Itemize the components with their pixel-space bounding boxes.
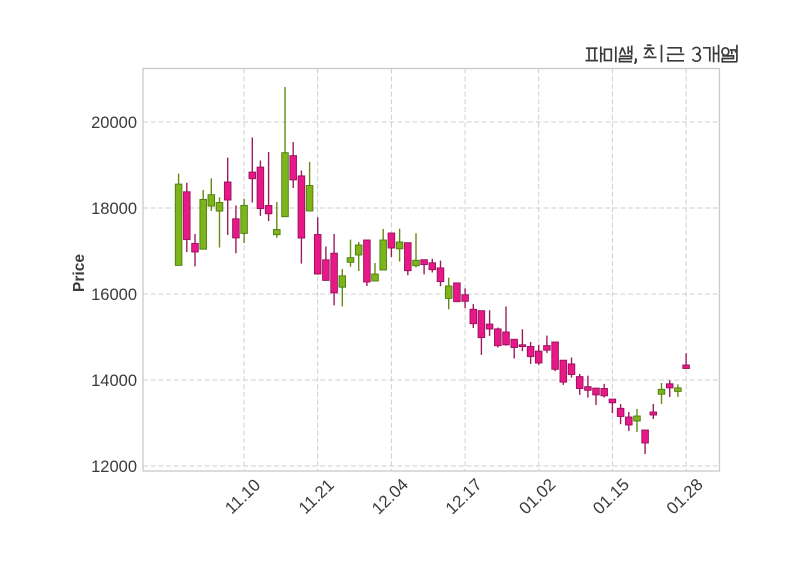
svg-text:16000: 16000 <box>91 286 137 304</box>
svg-text:20000: 20000 <box>91 114 137 132</box>
svg-text:18000: 18000 <box>91 200 137 218</box>
svg-text:12000: 12000 <box>91 458 137 476</box>
svg-text:Price: Price <box>71 254 88 292</box>
svg-text:14000: 14000 <box>91 372 137 390</box>
